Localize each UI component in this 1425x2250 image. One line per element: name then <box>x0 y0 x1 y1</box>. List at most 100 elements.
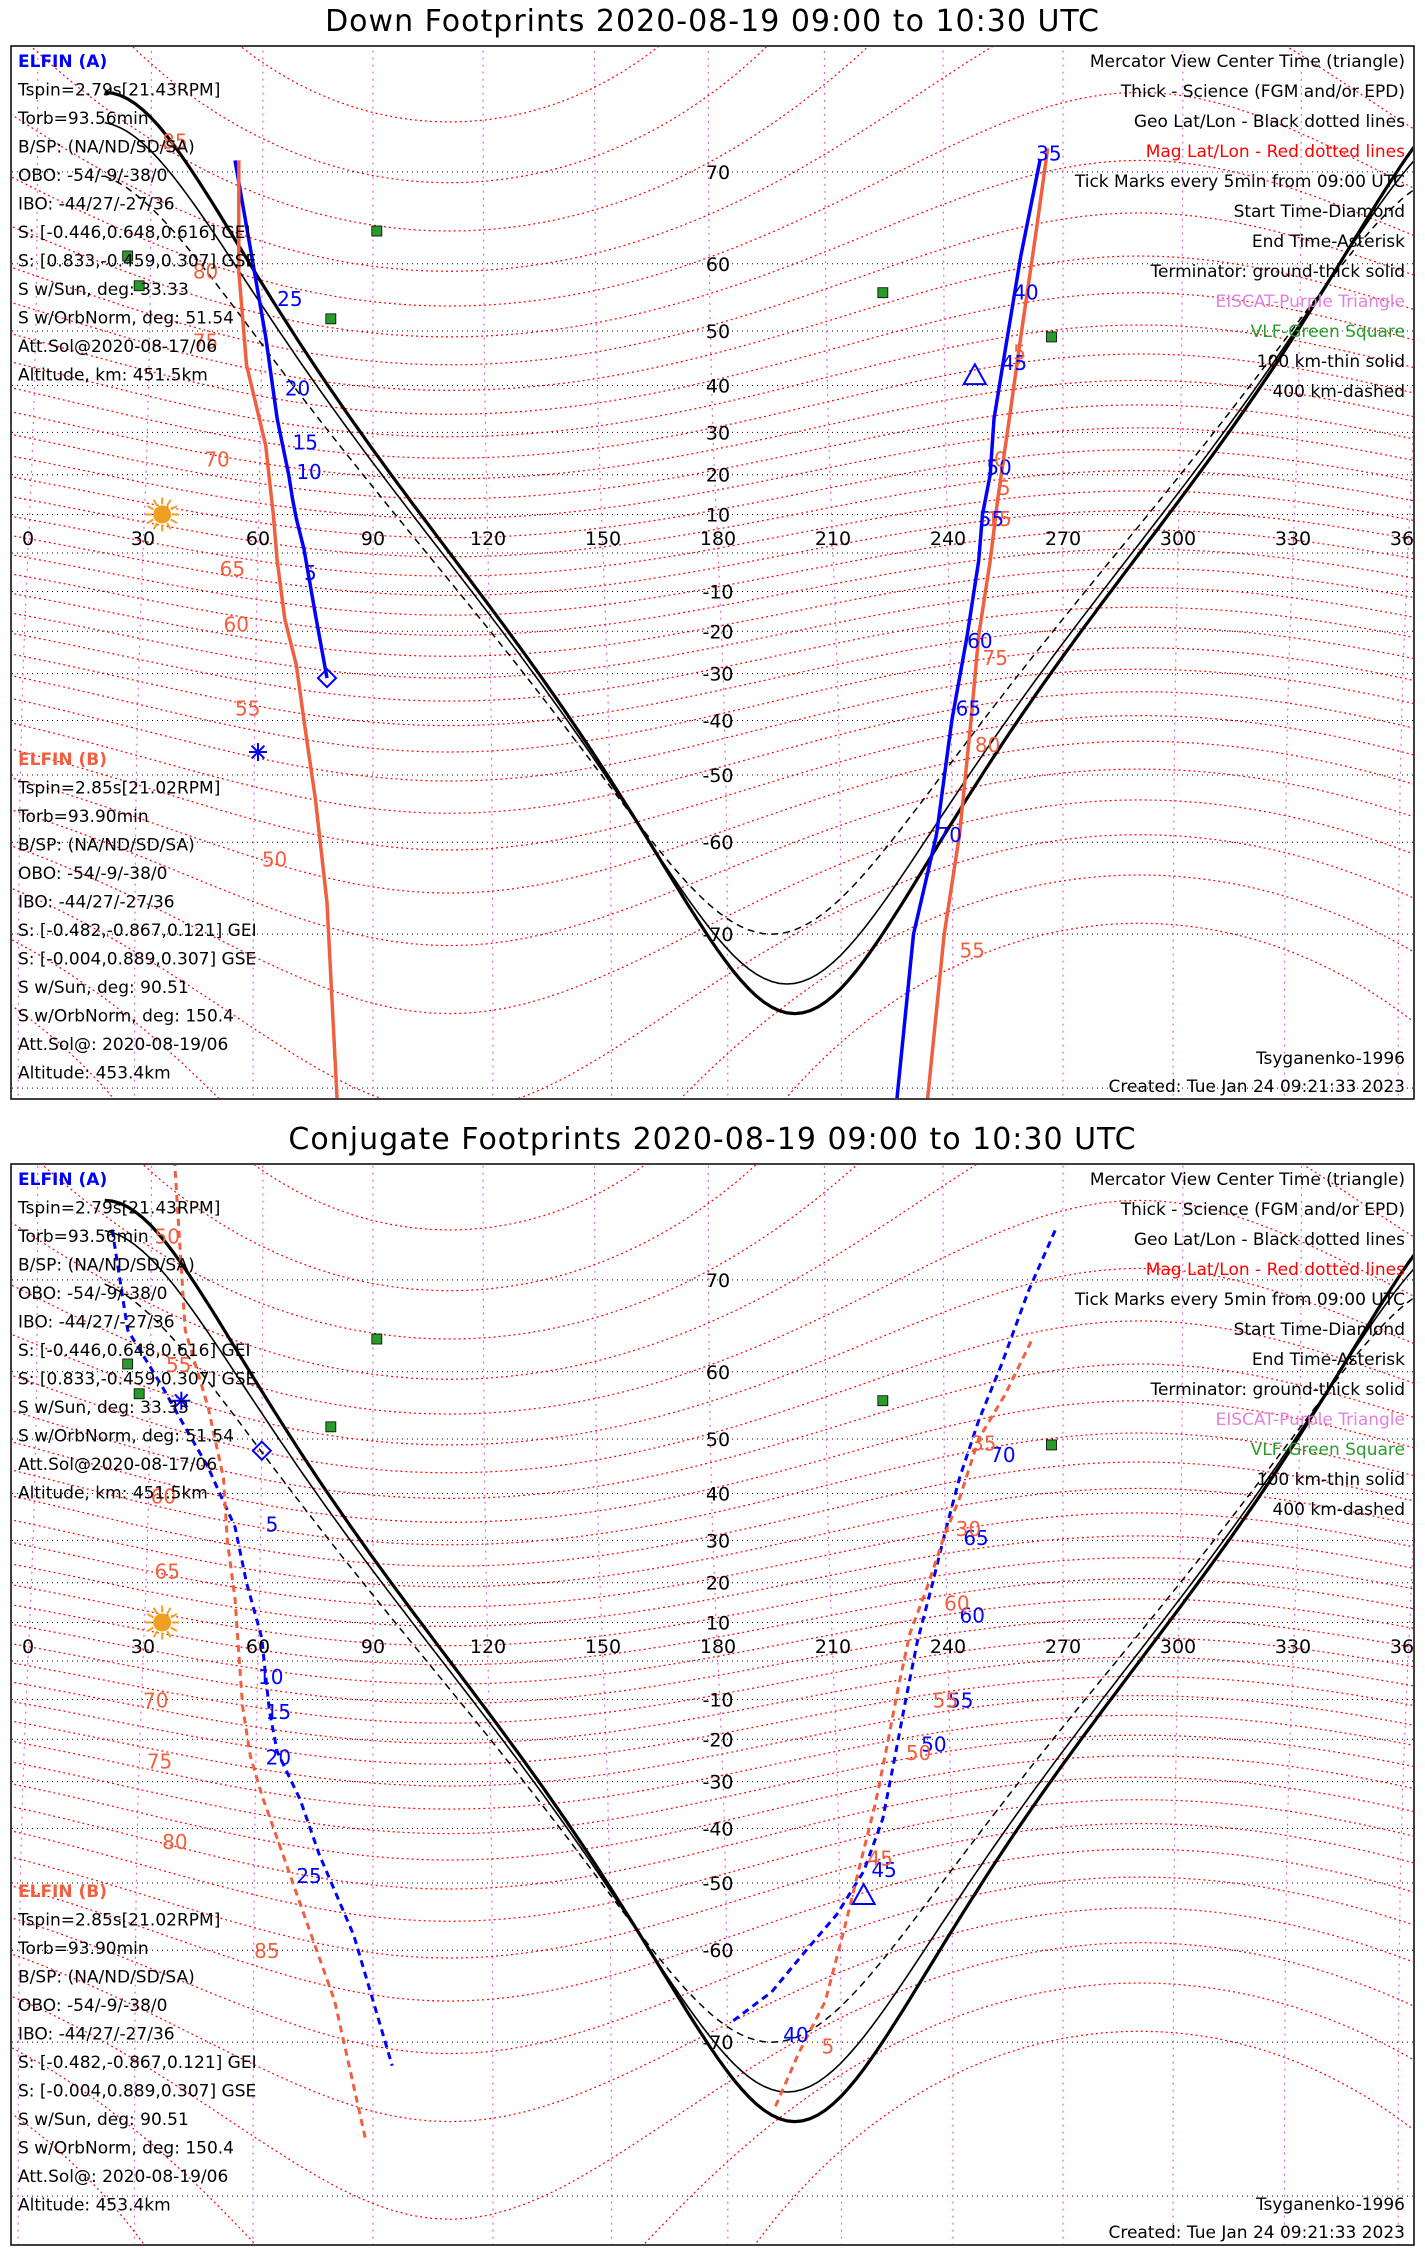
legend-entry: EISCAT-Purple Triangle <box>1215 1410 1405 1430</box>
mag-lat-line <box>12 768 1413 947</box>
elfin-a-time-label: 15 <box>266 1700 291 1724</box>
mag-lat-line <box>12 1876 1413 2055</box>
elfin-a-info-line: S: [0.833,-0.459,0.307] GSE <box>18 252 256 272</box>
sun-ray <box>166 1607 172 1615</box>
elfin-a-time-label: 70 <box>990 1443 1015 1467</box>
elfin-b-info-line: Att.Sol@: 2020-08-19/06 <box>18 2167 228 2187</box>
mag-lat-line <box>12 490 1413 577</box>
mag-lat-line <box>12 1848 1413 2002</box>
elfin-b-time-label: 85 <box>254 1939 279 1963</box>
elfin-b-time-label: 70 <box>204 448 229 472</box>
lon-label-0: 0 <box>22 528 34 550</box>
mag-lat-line <box>12 212 1413 366</box>
lat-label--70: -70 <box>702 2032 733 2054</box>
created-timestamp: Created: Tue Jan 24 09:21:33 2023 <box>1108 1077 1405 1097</box>
elfin-a-time-label: 20 <box>285 376 310 400</box>
elfin-a-time-label: 55 <box>979 507 1004 531</box>
terminator-100km <box>104 121 1413 985</box>
mag-lat-line <box>12 1577 1413 1666</box>
lon-label-60: 60 <box>246 1636 270 1658</box>
created-timestamp: Created: Tue Jan 24 09:21:33 2023 <box>1108 2223 1405 2243</box>
elfin-b-track <box>237 160 339 1098</box>
mag-lat-line <box>30 47 1413 232</box>
lon-label-60: 60 <box>246 528 270 550</box>
elfin-b-info-line: S w/OrbNorm, deg: 150.4 <box>18 1007 234 1027</box>
mag-lat-line <box>12 1675 1413 1765</box>
elfin-a-time-label: 60 <box>967 629 992 653</box>
elfin-b-info-line: B/SP: (NA/ND/SD/SA) <box>18 1968 195 1988</box>
mag-lat-line <box>12 1512 1413 1608</box>
lon-label-210: 210 <box>815 1636 851 1658</box>
elfin-b-time-label: 5 <box>822 2035 835 2059</box>
elfin-a-info-line: IBO: -44/27/-27/36 <box>18 1313 175 1333</box>
elfin-a-info-line: IBO: -44/27/-27/36 <box>18 195 175 215</box>
sun-ray <box>152 522 159 530</box>
lon-label-360: 360 <box>1390 528 1415 550</box>
legend-entry: Thick - Science (FGM and/or EPD) <box>1120 82 1405 102</box>
sun-ray <box>166 499 172 507</box>
elfin-a-time-label: 20 <box>266 1745 291 1769</box>
lat-label-70: 70 <box>706 162 730 184</box>
lon-label-90: 90 <box>361 1636 385 1658</box>
elfin-b-time-label: 50 <box>155 1225 180 1249</box>
elfin-b-time-label: 0 <box>994 448 1007 472</box>
elfin-a-time-label: 50 <box>986 456 1011 480</box>
mag-lat-line <box>12 1598 1413 1685</box>
elfin-b-info-line: OBO: -54/-9/-38/0 <box>18 1996 167 2016</box>
elfin-a-info-line: Att.Sol@2020-08-17/06 <box>18 1455 217 1475</box>
sun-ray <box>170 518 178 524</box>
lon-label-330: 330 <box>1275 528 1311 550</box>
elfin-a-time-label: 60 <box>960 1603 985 1627</box>
sun-ray <box>146 1613 155 1619</box>
elfin-a-time-label: 45 <box>871 1858 896 1882</box>
lat-label--10: -10 <box>702 582 733 604</box>
lon-label-330: 330 <box>1275 1636 1311 1658</box>
elfin-b-time-label: 70 <box>143 1688 168 1712</box>
vlf-station-square <box>325 1421 337 1433</box>
lat-label--10: -10 <box>702 1690 733 1712</box>
elfin-b-time-label: 55 <box>235 697 260 721</box>
elfin-b-track <box>774 1338 1034 2107</box>
sun-ray <box>146 1626 155 1632</box>
conjugate-footprints-map: 5101520254045505560657050556065707580855… <box>10 1163 1415 2246</box>
mag-lat-line <box>12 353 1413 459</box>
elfin-b-info-line: S: [-0.482,-0.867,0.121] GEI <box>18 921 257 941</box>
elfin-a-info-line: S: [-0.446,0.648,0.616] GEI <box>18 1341 250 1361</box>
vlf-station-square <box>877 287 889 299</box>
elfin-b-time-label: 80 <box>162 1830 187 1854</box>
legend-entry: EISCAT-Purple Triangle <box>1215 292 1405 312</box>
mag-lat-line <box>12 255 1413 392</box>
vlf-station-square <box>122 1358 134 1370</box>
sun-ray <box>166 522 172 530</box>
lat-label-60: 60 <box>706 1362 730 1384</box>
legend-entry: Terminator: ground-thick solid <box>1149 262 1405 282</box>
elfin-a-time-label: 45 <box>1002 351 1027 375</box>
mag-lat-line <box>12 1617 1413 1705</box>
lat-label--60: -60 <box>702 832 733 854</box>
legend-entry: Geo Lat/Lon - Black dotted lines <box>1134 112 1405 132</box>
lat-label--50: -50 <box>702 765 733 787</box>
lon-label-300: 300 <box>1160 1636 1196 1658</box>
elfin-a-time-label: 25 <box>277 287 302 311</box>
elfin-b-info-line: Torb=93.90min <box>17 1939 149 1959</box>
mag-lat-line <box>12 1400 1413 1523</box>
lat-label-30: 30 <box>706 1530 730 1552</box>
lat-label-70: 70 <box>706 1270 730 1292</box>
mag-lat-line <box>12 1557 1413 1647</box>
terminator-400km <box>104 175 1413 935</box>
legend-entry: Terminator: ground-thick solid <box>1149 1380 1405 1400</box>
elfin-a-time-label: 35 <box>1036 141 1061 165</box>
lat-label--70: -70 <box>702 924 733 946</box>
elfin-b-time-label: 5 <box>1013 340 1026 364</box>
mag-lat-line <box>12 668 1413 782</box>
elfin-b-info-line: S w/OrbNorm, deg: 150.4 <box>18 2139 234 2159</box>
sun-ray <box>166 1630 172 1638</box>
legend-entry: 100 km-thin solid <box>1257 1470 1405 1490</box>
elfin-b-info-line: S: [-0.004,0.889,0.307] GSE <box>18 950 256 970</box>
elfin-a-time-label: 5 <box>304 561 317 585</box>
mag-lat-line <box>12 292 1413 415</box>
elfin-a-info-line: Tspin=2.79s[21.43RPM] <box>17 81 220 101</box>
mag-lat-line <box>12 1694 1413 1787</box>
elfin-a-name: ELFIN (A) <box>18 1170 107 1190</box>
vlf-station-square <box>1046 1439 1057 1451</box>
